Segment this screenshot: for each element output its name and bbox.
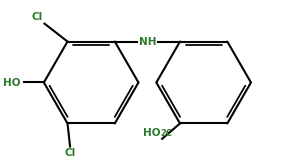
Text: NH: NH (139, 36, 156, 47)
Text: HO: HO (143, 128, 161, 137)
Text: Cl: Cl (32, 12, 43, 22)
Text: 2C: 2C (161, 129, 173, 137)
Text: Cl: Cl (65, 148, 76, 158)
Text: HO: HO (3, 78, 20, 87)
